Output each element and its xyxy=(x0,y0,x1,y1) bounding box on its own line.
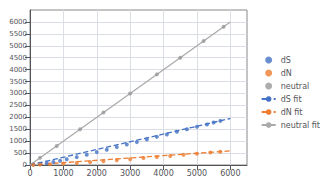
svg-text:neutral fit: neutral fit xyxy=(281,121,320,130)
svg-text:3000: 3000 xyxy=(9,89,27,97)
svg-text:2500: 2500 xyxy=(9,101,27,109)
svg-text:neutral: neutral xyxy=(281,82,310,91)
svg-text:dN: dN xyxy=(281,69,292,78)
svg-text:500: 500 xyxy=(14,149,27,157)
svg-text:4000: 4000 xyxy=(153,169,173,178)
svg-text:6000: 6000 xyxy=(220,169,240,178)
svg-text:1500: 1500 xyxy=(9,125,27,133)
svg-text:2000: 2000 xyxy=(87,169,107,178)
svg-text:4000: 4000 xyxy=(9,66,27,74)
svg-text:dS: dS xyxy=(281,56,291,65)
svg-text:1000: 1000 xyxy=(9,137,27,145)
svg-text:1000: 1000 xyxy=(53,169,73,178)
svg-text:2000: 2000 xyxy=(9,113,27,121)
svg-text:0: 0 xyxy=(23,161,27,169)
svg-text:5000: 5000 xyxy=(187,169,207,178)
svg-text:4500: 4500 xyxy=(9,54,27,62)
svg-text:5000: 5000 xyxy=(9,42,27,50)
svg-text:3500: 3500 xyxy=(9,78,27,86)
svg-text:3000: 3000 xyxy=(120,169,140,178)
svg-text:dN fit: dN fit xyxy=(281,108,303,117)
svg-text:0: 0 xyxy=(27,169,32,178)
svg-text:5500: 5500 xyxy=(9,30,27,38)
svg-text:6000: 6000 xyxy=(9,18,27,26)
svg-text:dS fit: dS fit xyxy=(281,95,302,104)
